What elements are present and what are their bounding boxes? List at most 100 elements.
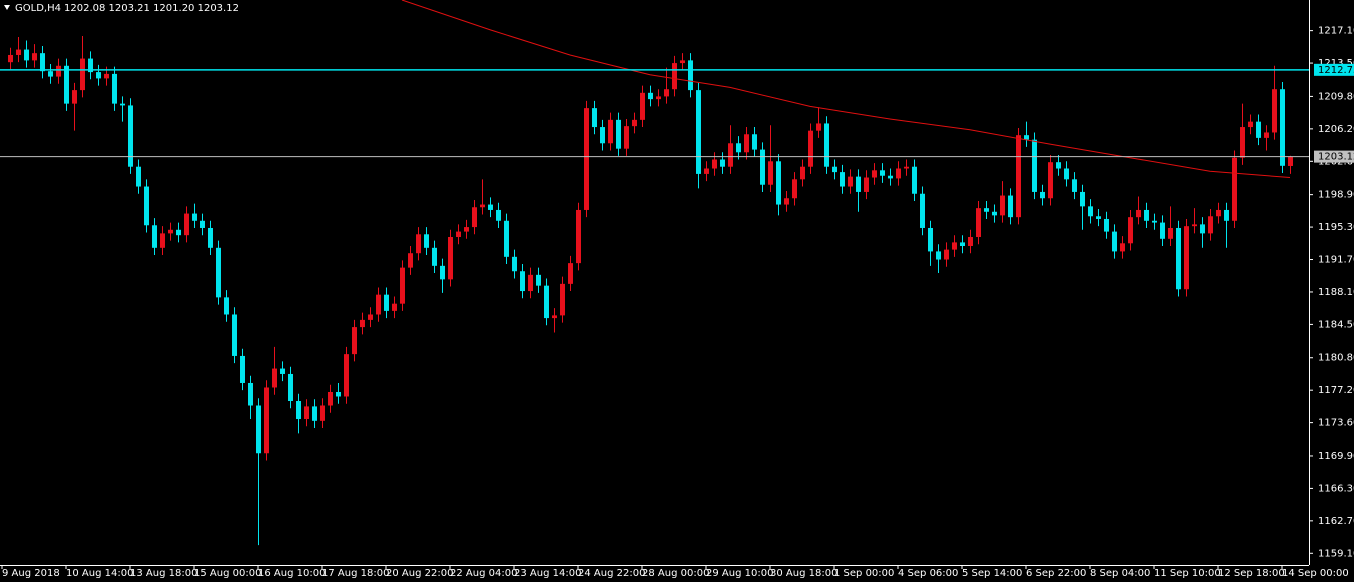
- menu-arrow[interactable]: [4, 5, 10, 10]
- candle-body: [1200, 224, 1205, 234]
- candle-body: [712, 159, 717, 169]
- candle-body: [456, 231, 461, 237]
- candle-body: [208, 227, 213, 248]
- candle-body: [848, 176, 853, 187]
- candle-body: [512, 256, 517, 272]
- candle-body: [32, 53, 37, 61]
- candle-body: [664, 89, 669, 97]
- candle-body: [384, 294, 389, 311]
- candle-body: [1232, 157, 1237, 221]
- candle-body: [760, 149, 765, 185]
- x-tick-label: 10 Aug 14:00: [66, 568, 133, 579]
- x-tick-label: 14 Sep 00:00: [1282, 568, 1349, 579]
- candle-body: [1112, 231, 1117, 252]
- y-tick-label: 1213.50: [1318, 58, 1354, 69]
- candle-body: [128, 105, 133, 167]
- candle-body: [1064, 168, 1069, 180]
- candle-body: [336, 391, 341, 397]
- candle-body: [952, 242, 957, 250]
- candle-body: [448, 236, 453, 280]
- candle-body: [1208, 216, 1213, 234]
- candle-body: [408, 253, 413, 268]
- candle-body: [944, 249, 949, 260]
- candle-body: [112, 73, 117, 104]
- y-tick-label: 1184.50: [1318, 319, 1354, 330]
- candle-body: [656, 96, 661, 100]
- x-tick-label: 20 Aug 22:00: [386, 568, 453, 579]
- candle-body: [1120, 243, 1125, 252]
- candle-body: [984, 208, 989, 212]
- candle-body: [472, 207, 477, 228]
- candle-body: [96, 72, 101, 79]
- quote: 1202.08 1203.21 1201.20 1203.12: [64, 3, 239, 14]
- candle-body: [624, 126, 629, 149]
- moving-average: [401, 0, 1291, 179]
- candle-body: [184, 213, 189, 236]
- candle-body: [296, 400, 301, 420]
- candle-body: [1216, 209, 1221, 217]
- candle-body: [544, 285, 549, 319]
- candle-body: [584, 108, 589, 210]
- candle-body: [752, 134, 757, 150]
- candle-body: [344, 354, 349, 397]
- x-tick-label: 24 Aug 22:00: [578, 568, 645, 579]
- candle-body: [1048, 162, 1053, 199]
- overlay: GOLD,H4 1202.08 1203.21 1201.20 1203.12: [4, 3, 239, 14]
- x-tick-label: 17 Aug 18:00: [322, 568, 389, 579]
- candle-body: [328, 391, 333, 406]
- candle-body: [504, 220, 509, 257]
- candle-body: [808, 130, 813, 167]
- candle-body: [560, 283, 565, 316]
- candle-body: [392, 303, 397, 311]
- plot-area: [0, 0, 1309, 546]
- candle-body: [720, 159, 725, 167]
- candle-body: [928, 227, 933, 252]
- y-tick-label: 1188.10: [1318, 287, 1354, 298]
- y-tick-label: 1173.60: [1318, 418, 1354, 429]
- candle-body: [840, 172, 845, 187]
- candle-body: [776, 161, 781, 205]
- candle-body: [200, 220, 205, 228]
- x-tick-label: 30 Aug 18:00: [770, 568, 837, 579]
- candle-body: [64, 65, 69, 104]
- candle-body: [1272, 89, 1277, 133]
- candle-body: [616, 119, 621, 149]
- candle-body: [368, 314, 373, 320]
- candle-body: [80, 58, 85, 91]
- candle-body: [1000, 195, 1005, 216]
- candle-body: [632, 119, 637, 127]
- candle-body: [1032, 139, 1037, 192]
- candle-body: [232, 314, 237, 356]
- candle-body: [864, 177, 869, 192]
- candle-body: [320, 405, 325, 421]
- symbol: GOLD,H4: [15, 3, 61, 14]
- candle-body: [872, 170, 877, 178]
- candle-body: [792, 179, 797, 199]
- candle-body: [440, 265, 445, 280]
- candle-body: [1288, 156, 1293, 166]
- candle-body: [552, 315, 557, 319]
- x-tick-label: 8 Sep 04:00: [1090, 568, 1150, 579]
- x-tick-label: 16 Aug 10:00: [258, 568, 325, 579]
- candle-body: [400, 267, 405, 304]
- y-tick-label: 1162.70: [1318, 516, 1354, 527]
- candle-body: [416, 234, 421, 254]
- candle-body: [1192, 224, 1197, 227]
- y-tick-label: 1166.30: [1318, 483, 1354, 494]
- candle-body: [784, 198, 789, 205]
- candle-body: [8, 54, 13, 63]
- y-tick-label: 1159.10: [1318, 548, 1354, 559]
- candle-body: [288, 373, 293, 401]
- candle-body: [1184, 226, 1189, 290]
- candle-body: [1104, 218, 1109, 232]
- x-tick-label: 1 Sep 00:00: [834, 568, 894, 579]
- candle-body: [600, 127, 605, 144]
- candle-body: [256, 405, 261, 454]
- candle-body: [880, 170, 885, 176]
- candle-body: [216, 247, 221, 298]
- candle-body: [1056, 162, 1061, 169]
- candle-body: [72, 90, 77, 104]
- candle-body: [304, 406, 309, 420]
- x-tick-label: 23 Aug 14:00: [514, 568, 581, 579]
